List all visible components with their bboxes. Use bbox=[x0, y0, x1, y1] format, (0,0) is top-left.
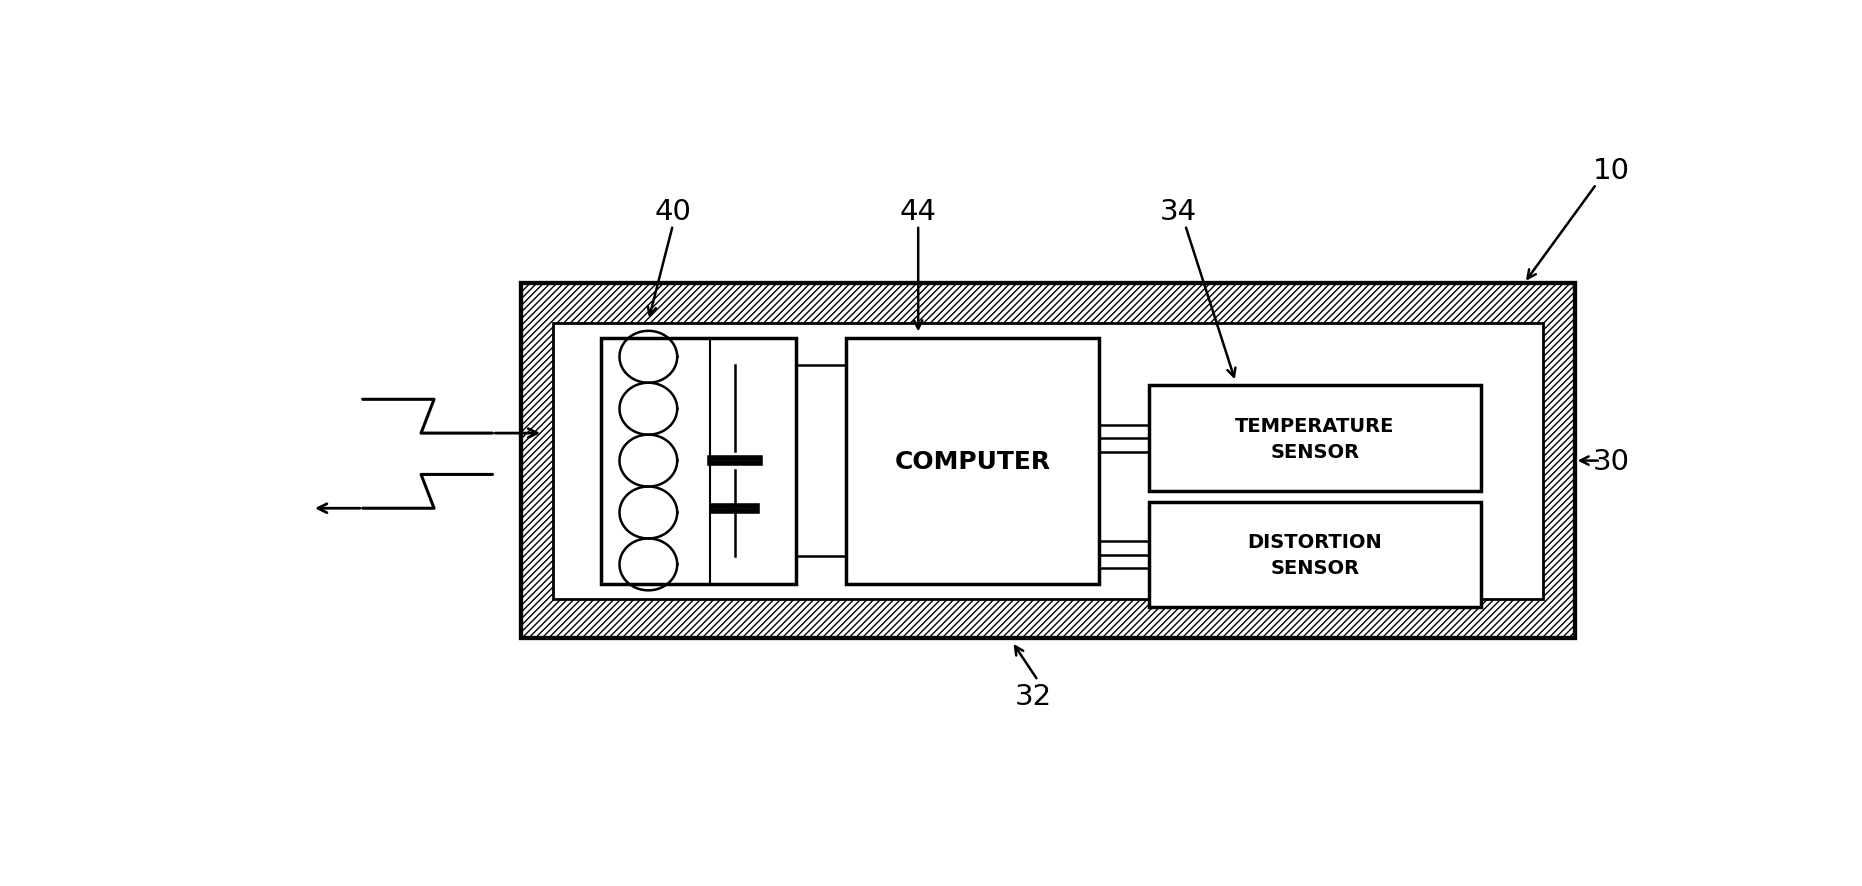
Text: COMPUTER: COMPUTER bbox=[894, 449, 1050, 473]
Bar bbox=[553, 323, 1544, 599]
Bar bbox=[1149, 386, 1480, 492]
Text: 44: 44 bbox=[899, 198, 937, 226]
Bar bbox=[521, 284, 1575, 639]
Text: 34: 34 bbox=[1160, 198, 1197, 226]
Bar bbox=[553, 323, 1544, 599]
Bar bbox=[521, 284, 1575, 639]
Bar bbox=[601, 338, 795, 584]
Text: 40: 40 bbox=[654, 198, 691, 226]
Text: 30: 30 bbox=[1592, 447, 1629, 475]
Bar bbox=[845, 338, 1099, 584]
Text: 10: 10 bbox=[1592, 157, 1629, 185]
Text: TEMPERATURE
SENSOR: TEMPERATURE SENSOR bbox=[1235, 416, 1395, 462]
Bar bbox=[1149, 502, 1480, 608]
Text: DISTORTION
SENSOR: DISTORTION SENSOR bbox=[1248, 532, 1382, 578]
Text: 32: 32 bbox=[1015, 682, 1052, 711]
